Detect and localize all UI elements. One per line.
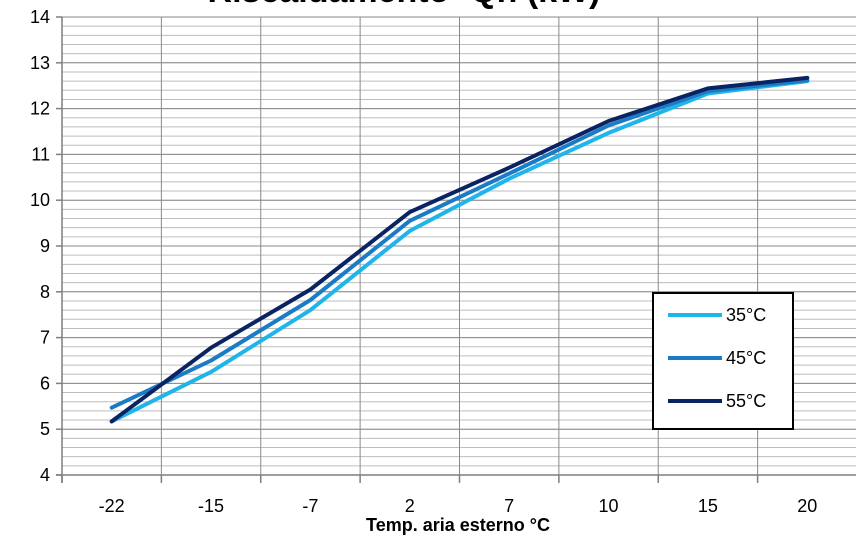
y-tick-label: 4 bbox=[40, 465, 50, 485]
x-tick-label: 10 bbox=[599, 496, 619, 516]
legend-label: 55°C bbox=[726, 391, 766, 411]
y-tick-label: 13 bbox=[30, 53, 50, 73]
major-gridlines bbox=[61, 16, 856, 476]
legend: 35°C 45°C 55°C bbox=[652, 292, 794, 430]
series-line-45c bbox=[109, 78, 810, 410]
chart-title: Riscaldamento- Qh (kW) bbox=[208, 0, 601, 10]
y-tick-label: 11 bbox=[31, 144, 50, 164]
x-tick-label: -7 bbox=[302, 496, 318, 516]
legend-label: 35°C bbox=[726, 305, 766, 325]
x-tick-label: -22 bbox=[99, 496, 125, 516]
y-tick-label: 8 bbox=[40, 282, 50, 302]
y-tick-label: 7 bbox=[40, 328, 50, 348]
x-tick-label: 20 bbox=[797, 496, 817, 516]
series-line-55c bbox=[109, 75, 810, 424]
y-tick-label: 14 bbox=[30, 7, 50, 27]
y-tick-label: 5 bbox=[40, 419, 50, 439]
x-tick-label: 2 bbox=[405, 496, 415, 516]
x-tick-label: 7 bbox=[504, 496, 514, 516]
y-tick-label: 6 bbox=[40, 373, 50, 393]
x-tick-labels: -22 -15 -7 2 7 10 15 20 bbox=[99, 496, 818, 516]
series-line-35c bbox=[109, 79, 810, 424]
y-tick-label: 9 bbox=[40, 236, 50, 256]
y-tick-label: 12 bbox=[30, 99, 50, 119]
y-tick-label: 10 bbox=[30, 190, 50, 210]
legend-label: 45°C bbox=[726, 348, 766, 368]
axes bbox=[56, 16, 856, 483]
y-tick-labels: 4 5 6 7 8 9 10 11 12 13 14 bbox=[30, 7, 50, 485]
x-axis-label: Temp. aria esterno °C bbox=[366, 515, 550, 535]
x-tick-label: 15 bbox=[698, 496, 718, 516]
series-lines bbox=[109, 75, 810, 424]
x-tick-label: -15 bbox=[198, 496, 224, 516]
